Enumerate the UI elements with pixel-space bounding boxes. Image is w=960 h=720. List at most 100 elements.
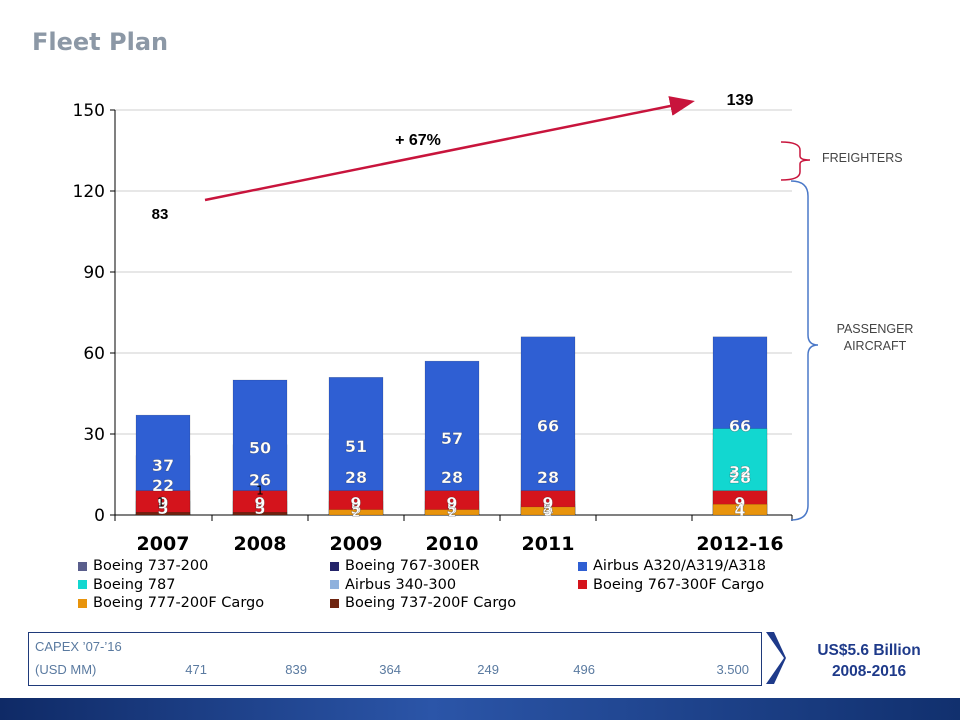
data-label: 32: [729, 463, 751, 482]
legend-swatch: [330, 598, 339, 608]
bar-segment: [232, 512, 288, 516]
y-tick-label: 0: [94, 506, 105, 526]
data-label: 66: [537, 417, 559, 436]
legend-item: Boeing 787: [78, 577, 175, 593]
x-tick-label: 2009: [330, 533, 383, 555]
legend-swatch: [78, 561, 87, 571]
data-label: 28: [729, 468, 751, 487]
y-tick-label: 30: [83, 425, 105, 445]
capex-value: 496: [573, 662, 595, 677]
data-label: 4: [734, 500, 745, 519]
y-tick-label: 120: [73, 182, 105, 202]
legend-item: Boeing 737-200F Cargo: [330, 595, 516, 611]
capex-value: 3.500: [716, 662, 749, 677]
legend-label: Boeing 737-200F Cargo: [345, 595, 517, 611]
data-label: 2: [352, 506, 360, 520]
capex-value: 839: [285, 662, 307, 677]
data-label: 1: [157, 495, 165, 509]
capex-value: 471: [185, 662, 207, 677]
legend-swatch: [78, 580, 87, 589]
page-title: Fleet Plan: [32, 28, 169, 56]
capex-box: CAPEX ’07-’16 (USD MM) 471 839 364 249 4…: [28, 632, 762, 686]
legend-swatch: [330, 580, 339, 589]
capex-label: CAPEX ’07-’16: [35, 639, 122, 654]
data-label: 9: [542, 494, 553, 513]
data-label: 5: [542, 499, 553, 518]
bar-segment: [424, 509, 480, 516]
passenger-brace: [790, 180, 819, 521]
total-amount: US$5.6 Billion: [817, 642, 921, 659]
legend-item: Boeing 767-300F Cargo: [578, 577, 764, 593]
bar-segment: [135, 512, 191, 516]
total-period: 2008-2016: [831, 663, 907, 680]
data-label: 1: [256, 483, 264, 497]
data-label: 9: [254, 494, 265, 513]
legend-swatch: [330, 561, 339, 571]
data-label: 22: [152, 476, 174, 495]
passenger-label-line1: PASSENGER: [836, 322, 914, 336]
bar-segment: [712, 503, 768, 516]
y-tick-label: 90: [83, 263, 105, 283]
x-tick-label: 2008: [234, 533, 287, 555]
legend-label: Boeing 777-200F Cargo: [93, 595, 265, 611]
legend-label: Boeing 767-300F Cargo: [593, 576, 765, 593]
x-tick-label: 2007: [137, 533, 190, 555]
legend-label: Boeing 787: [93, 576, 176, 593]
data-label: 9: [734, 494, 745, 513]
bar-segment: [135, 490, 191, 516]
data-label: 9: [157, 494, 168, 513]
passenger-label-line2: AIRCRAFT: [843, 339, 907, 353]
data-label: 9: [446, 494, 457, 513]
data-label: 28: [441, 468, 463, 487]
growth-label: + 67%: [395, 132, 441, 149]
legend-item: Airbus 340-300: [330, 577, 456, 593]
data-label: 28: [345, 468, 367, 487]
data-label: 51: [345, 437, 367, 456]
data-label: 3: [544, 504, 552, 518]
data-label: 28: [537, 468, 559, 487]
y-tick-label: 150: [73, 101, 105, 121]
freighters-brace: [780, 141, 811, 181]
data-label: 2: [448, 506, 456, 520]
data-label: 9: [157, 494, 168, 513]
y-tick-label: 60: [83, 344, 105, 364]
legend-item: Boeing 777-200F Cargo: [78, 595, 264, 611]
data-label: 9: [350, 494, 361, 513]
data-label: 5: [254, 499, 265, 518]
legend-item: Boeing 737-200: [78, 558, 208, 574]
bar-segment: [232, 490, 288, 516]
growth-arrow: [204, 96, 695, 202]
bar-segment: [424, 360, 480, 516]
passenger-aircraft-label: PASSENGER AIRCRAFT: [822, 321, 928, 355]
bar-segment: [520, 336, 576, 516]
legend-swatch: [578, 561, 587, 571]
legend-label: Airbus 340-300: [345, 576, 457, 593]
data-label: 37: [152, 456, 174, 475]
capex-unit: (USD MM): [35, 662, 97, 677]
data-label: 4: [542, 500, 553, 519]
legend-swatch: [78, 598, 87, 608]
x-tick-label: 2011: [522, 533, 575, 555]
bar-segment: [520, 506, 576, 516]
freighters-label: FREIGHTERS: [822, 151, 903, 165]
legend-item: Airbus A320/A319/A318: [578, 558, 766, 574]
capex-value: 249: [477, 662, 499, 677]
data-label: 66: [729, 417, 751, 436]
start-total-label: 83: [152, 206, 169, 223]
end-total-label: 139: [727, 92, 754, 109]
total-investment: US$5.6 Billion 2008-2016: [794, 640, 944, 682]
data-label: 5: [446, 499, 457, 518]
x-tick-label: 2010: [426, 533, 479, 555]
footer-bar: [0, 698, 960, 720]
chevron-right-icon: [766, 632, 786, 684]
data-label: 50: [249, 438, 271, 457]
legend-swatch: [578, 580, 587, 589]
data-label: 26: [249, 471, 271, 490]
legend-label: Boeing 767-300ER: [345, 558, 480, 574]
data-label: 5: [157, 499, 168, 518]
legend-item: Boeing 767-300ER: [330, 558, 480, 574]
data-label: 5: [350, 499, 361, 518]
bar-segment: [328, 509, 384, 516]
data-label: 57: [441, 429, 463, 448]
